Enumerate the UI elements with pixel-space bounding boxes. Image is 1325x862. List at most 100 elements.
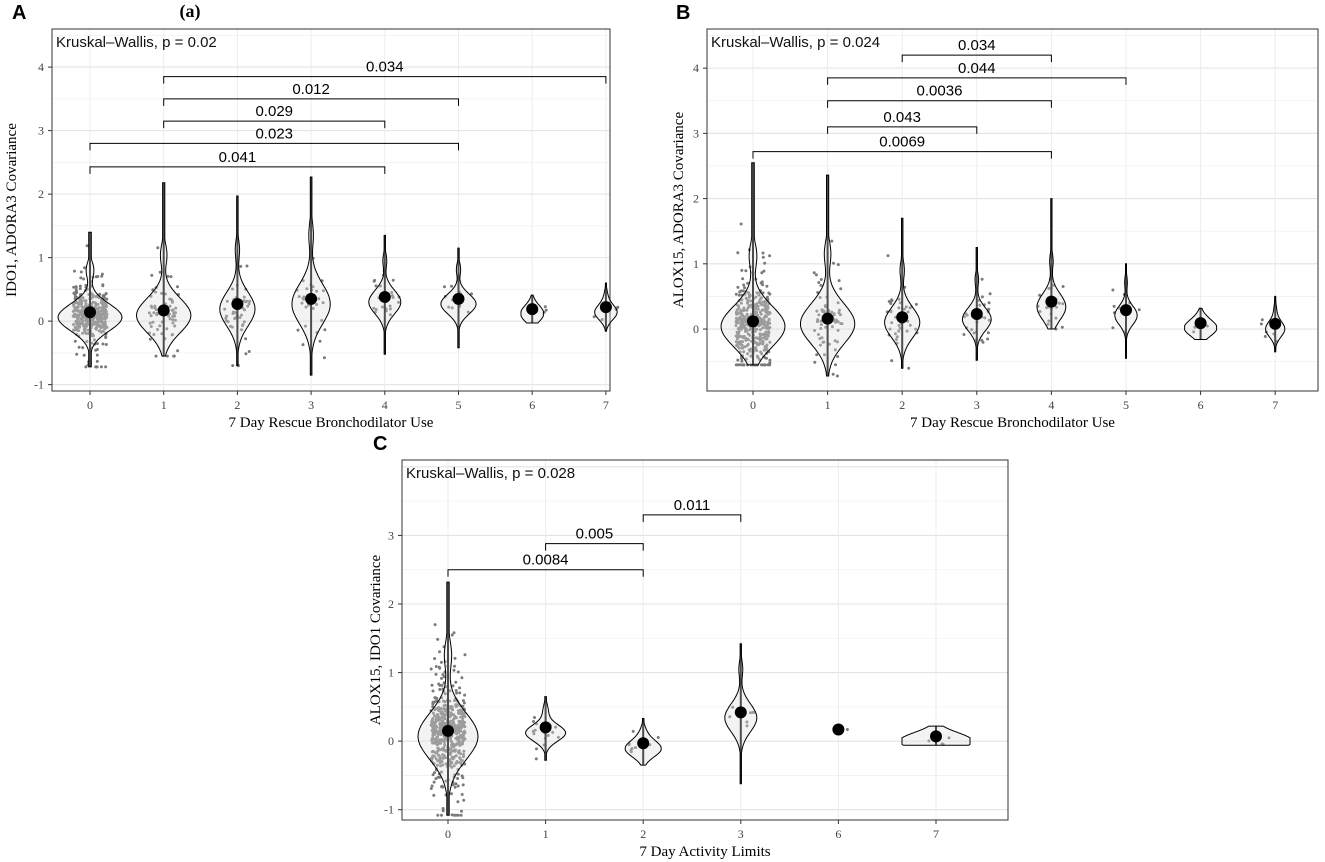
data-point	[90, 318, 94, 322]
data-point	[441, 809, 445, 813]
data-point	[435, 731, 439, 734]
data-point	[456, 670, 460, 674]
data-point	[174, 306, 178, 310]
data-point	[458, 736, 462, 740]
data-point	[448, 706, 452, 710]
data-point	[747, 291, 751, 295]
data-point	[970, 328, 974, 332]
data-point	[741, 277, 745, 281]
data-point	[758, 334, 762, 338]
data-point	[817, 281, 821, 284]
data-point	[85, 244, 89, 248]
data-point	[830, 310, 834, 314]
mean-marker	[747, 315, 759, 328]
data-point	[818, 337, 822, 341]
data-point	[450, 306, 454, 310]
data-point	[432, 793, 436, 797]
data-point	[1038, 293, 1042, 297]
data-point	[739, 301, 743, 305]
data-point	[245, 264, 249, 268]
p-value-label: 0.034	[958, 37, 996, 54]
data-point	[391, 278, 395, 282]
x-tick-label: 6	[529, 398, 535, 412]
category-group-0	[417, 581, 479, 817]
data-point	[95, 359, 99, 363]
data-point	[441, 807, 445, 810]
data-point	[744, 317, 748, 321]
data-point	[431, 729, 435, 733]
data-point	[443, 285, 446, 289]
data-point	[246, 304, 250, 308]
data-point	[818, 296, 822, 299]
data-point	[173, 318, 177, 322]
data-point	[837, 308, 841, 312]
data-point	[897, 306, 901, 310]
data-point	[380, 305, 384, 309]
data-point	[453, 723, 457, 727]
x-tick-label: 3	[738, 827, 744, 841]
data-point	[450, 741, 454, 745]
data-point	[736, 321, 740, 325]
x-tick-label: 4	[382, 398, 388, 412]
data-point	[452, 668, 456, 672]
bracket-line	[827, 77, 1127, 85]
data-point	[158, 270, 162, 274]
bracket-line	[163, 76, 607, 84]
data-point	[889, 300, 893, 304]
data-point	[764, 299, 768, 303]
data-point	[429, 667, 433, 671]
data-point	[765, 347, 769, 351]
data-point	[165, 327, 169, 331]
data-point	[73, 296, 77, 300]
violin-shape	[291, 176, 331, 376]
data-point	[456, 750, 460, 754]
data-point	[245, 299, 249, 303]
data-point	[170, 333, 174, 337]
x-axis-label: 7 Day Activity Limits	[639, 844, 770, 860]
data-point	[430, 737, 434, 741]
mean-marker	[231, 297, 244, 310]
panel-letter: C	[373, 433, 387, 455]
data-point	[768, 311, 772, 314]
p-value-label: 0.0069	[879, 134, 925, 151]
category-group-3	[724, 643, 758, 785]
data-point	[470, 292, 473, 296]
data-point	[768, 358, 772, 362]
data-point	[459, 813, 463, 817]
data-point	[819, 323, 823, 327]
data-point	[171, 318, 175, 322]
data-point	[102, 305, 105, 309]
data-point	[736, 308, 739, 312]
data-point	[752, 710, 756, 714]
data-point	[76, 315, 80, 319]
data-point	[150, 273, 154, 277]
data-point	[765, 337, 769, 341]
data-point	[440, 676, 443, 680]
data-point	[431, 773, 435, 777]
data-point	[768, 254, 772, 258]
data-point	[1111, 288, 1115, 292]
data-point	[372, 306, 376, 310]
mean-marker	[1269, 317, 1282, 330]
y-tick-label: -1	[384, 803, 394, 817]
mean-marker	[452, 292, 465, 305]
data-point	[431, 689, 435, 693]
data-point	[439, 707, 443, 711]
data-point	[753, 307, 757, 311]
data-point	[756, 304, 760, 308]
data-point	[439, 764, 443, 768]
data-point	[440, 733, 443, 737]
violin-shape	[417, 581, 479, 816]
data-point	[78, 284, 82, 288]
data-point	[435, 751, 439, 755]
data-point	[914, 327, 918, 331]
data-point	[740, 268, 744, 272]
data-point	[461, 739, 465, 743]
data-point	[438, 650, 441, 654]
data-point	[449, 739, 453, 743]
data-point	[444, 779, 448, 783]
data-point	[390, 294, 394, 298]
data-point	[743, 326, 747, 330]
data-point	[1047, 319, 1051, 323]
mean-marker	[157, 304, 170, 317]
